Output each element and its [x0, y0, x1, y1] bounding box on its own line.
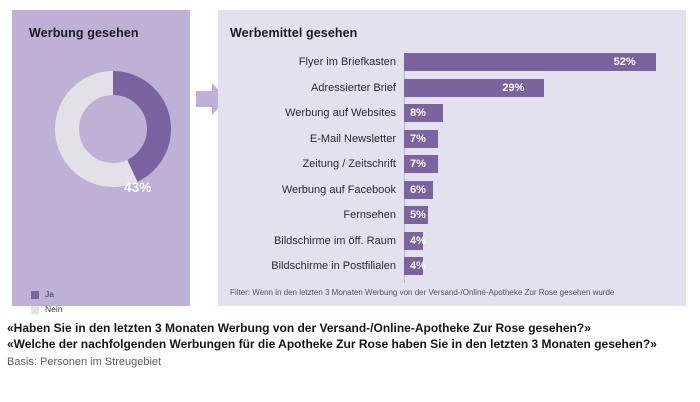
bar-value-label: 4%	[410, 234, 426, 247]
caption-question-2: «Welche der nachfolgenden Werbungen für …	[7, 336, 657, 351]
bar-category-label: E-Mail Newsletter	[309, 132, 396, 145]
donut-legend: Ja Nein	[31, 288, 62, 318]
legend-label-nein: Nein	[45, 304, 63, 315]
bar-category-label: Flyer im Briefkasten	[298, 56, 396, 68]
bar-value-label: 8%	[410, 107, 426, 119]
bar-row: E-Mail Newsletter 7%	[218, 129, 686, 156]
bar-value-label: 7%	[410, 132, 426, 145]
legend-label-ja: Ja	[45, 289, 54, 300]
bar-row: Adressierter Brief 29%	[218, 78, 686, 105]
legend-swatch-ja	[31, 290, 39, 299]
donut-value-label: 43%	[124, 180, 152, 195]
bar-category-label: Fernsehen	[343, 209, 396, 221]
bar-category-label: Werbung auf Facebook	[281, 183, 396, 196]
donut-chart-svg	[55, 71, 171, 187]
bar-category-label: Zeitung / Zeitschrift	[302, 158, 396, 170]
legend-item-ja: Ja	[31, 288, 62, 301]
bar-row: Bildschirme in Postfilialen 4%	[218, 257, 686, 283]
right-panel-title: Werbemittel gesehen	[230, 26, 358, 40]
bar-rect	[404, 78, 545, 97]
bar-rect	[404, 206, 429, 224]
bar-row: Werbung auf Facebook 6%	[218, 180, 686, 207]
bar-rect	[404, 104, 443, 122]
bar-category-label: Bildschirme in Postfilialen	[271, 260, 396, 272]
bar-rect	[404, 231, 424, 250]
bar-row: Fernsehen 5%	[218, 206, 686, 232]
left-panel-title: Werbung gesehen	[29, 26, 139, 40]
bar-rect	[404, 155, 438, 173]
bar-rect	[404, 129, 438, 148]
bar-row: Werbung auf Websites 8%	[218, 104, 686, 130]
bar-value-label: 4%	[410, 260, 426, 272]
donut-slice-ja	[55, 71, 171, 187]
bar-row: Zeitung / Zeitschrift 7%	[218, 155, 686, 181]
bar-rect	[404, 53, 656, 71]
bar-rect	[404, 257, 424, 275]
bar-value-label: 29%	[502, 81, 525, 94]
caption-basis: Basis: Personen im Streugebiet	[7, 356, 162, 368]
bar-value-label: 7%	[410, 158, 426, 170]
bar-category-label: Bildschirme im öff. Raum	[273, 234, 396, 247]
bar-value-label: 6%	[410, 183, 426, 196]
bar-category-label: Adressierter Brief	[311, 81, 396, 94]
bar-category-label: Werbung auf Websites	[285, 107, 396, 119]
caption-block: «Haben Sie in den letzten 3 Monaten Werb…	[7, 321, 697, 370]
bar-rect	[404, 180, 434, 199]
bar-row: Flyer im Briefkasten 52%	[218, 53, 686, 79]
caption-question-1: «Haben Sie in den letzten 3 Monaten Werb…	[7, 321, 591, 335]
bar-value-label: 5%	[410, 209, 426, 221]
panel-werbemittel-gesehen: Werbemittel gesehen Flyer im Briefkasten…	[218, 10, 686, 306]
bar-chart: Flyer im Briefkasten 52% Adressierter Brie…	[218, 53, 686, 285]
donut-chart: 43%	[52, 68, 174, 195]
bar-row: Bildschirme im öff. Raum 4%	[218, 231, 686, 258]
panel-werbung-gesehen: Werbung gesehen 43% Ja Nein	[12, 10, 190, 314]
legend-item-nein: Nein	[31, 303, 62, 316]
filter-note: Filter: Wenn in den letzten 3 Monaten We…	[230, 288, 615, 297]
legend-swatch-nein	[31, 305, 39, 314]
bar-value-label: 52%	[613, 56, 636, 68]
